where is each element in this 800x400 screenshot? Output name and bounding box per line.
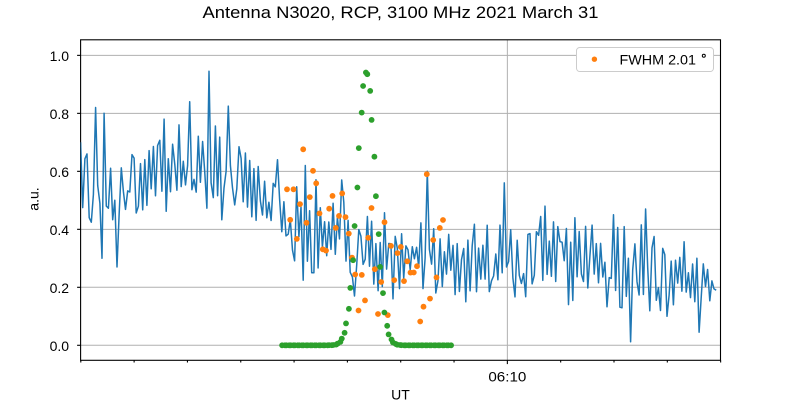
svg-text:0.2: 0.2 — [50, 280, 70, 296]
svg-text:0.0: 0.0 — [50, 338, 70, 354]
svg-text:06:10: 06:10 — [488, 369, 526, 385]
svg-text:a.u.: a.u. — [26, 187, 42, 210]
svg-text:Antenna N3020, RCP, 3100 MHz 2: Antenna N3020, RCP, 3100 MHz 2021 March … — [203, 3, 599, 22]
svg-text:1.0: 1.0 — [50, 48, 70, 64]
svg-text:0.8: 0.8 — [50, 106, 70, 122]
svg-text:FWHM 2.01: FWHM 2.01 — [620, 51, 697, 67]
svg-text:0.4: 0.4 — [50, 222, 70, 238]
svg-text:UT: UT — [391, 386, 410, 400]
svg-text:0.6: 0.6 — [50, 164, 70, 180]
